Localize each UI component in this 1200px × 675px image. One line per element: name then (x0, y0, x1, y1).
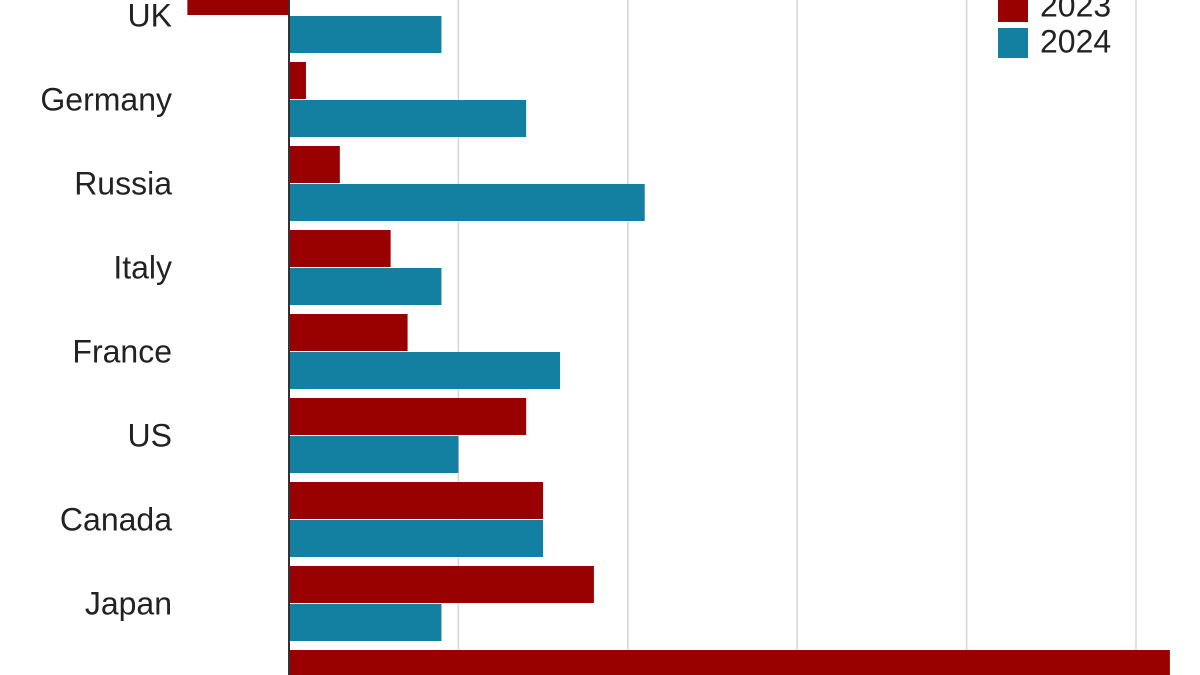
bar (289, 566, 594, 603)
bar (187, 0, 289, 15)
y-tick-label: UK (128, 0, 172, 33)
bar (289, 482, 544, 519)
bar (289, 398, 527, 435)
bar (289, 520, 544, 557)
bar (289, 268, 442, 305)
bar (289, 436, 459, 473)
legend-swatch (998, 0, 1028, 22)
y-tick-label: Russia (74, 165, 172, 201)
y-tick-label: US (128, 417, 172, 453)
bar (289, 146, 340, 183)
y-tick-label: Japan (85, 585, 172, 621)
bar (289, 230, 391, 267)
bar (289, 604, 442, 641)
y-tick-label: Canada (60, 501, 172, 537)
bar (289, 100, 527, 137)
legend-label: 2024 (1040, 23, 1111, 59)
bar (289, 352, 561, 389)
bar (289, 650, 1170, 675)
y-tick-label: Germany (40, 81, 172, 117)
legend-swatch (998, 28, 1028, 58)
legend-label: 2023 (1040, 0, 1111, 23)
bar (289, 62, 306, 99)
bar (289, 314, 408, 351)
y-tick-label: China (88, 669, 172, 675)
y-tick-label: France (72, 333, 172, 369)
bar (289, 184, 645, 221)
bar (289, 16, 442, 53)
y-tick-label: Italy (113, 249, 172, 285)
